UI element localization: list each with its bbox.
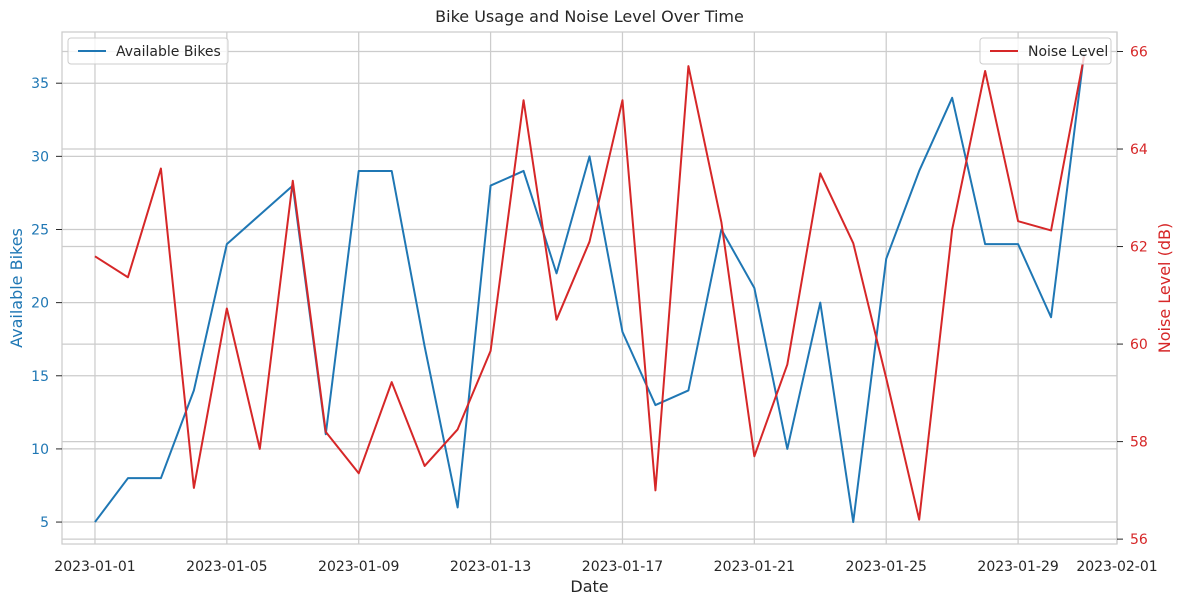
legend-label-available-bikes: Available Bikes [116, 44, 221, 60]
x-tick-label: 2023-01-21 [714, 559, 795, 575]
x-axis-title: Date [570, 577, 608, 596]
series-line-available-bikes [94, 53, 1086, 524]
x-tick-label: 2023-01-29 [977, 559, 1058, 575]
right-y-tick-label: 56 [1130, 532, 1148, 548]
chart-title: Bike Usage and Noise Level Over Time [435, 7, 744, 26]
right-y-tick-label: 64 [1130, 142, 1148, 158]
left-y-tick-label: 10 [31, 442, 49, 458]
left-y-tick-label: 35 [31, 76, 49, 92]
grid [62, 32, 1118, 544]
right-y-tick-label: 60 [1130, 337, 1148, 353]
x-tick-label: 2023-01-17 [582, 559, 663, 575]
x-tick-label: 2023-01-01 [54, 559, 135, 575]
right-y-tick-label: 62 [1130, 240, 1148, 256]
left-y-tick-label: 5 [40, 515, 49, 531]
legend-noise-level: Noise Level [979, 37, 1112, 65]
left-y-tick-label: 20 [31, 296, 49, 312]
left-y-axis-ticks: 5 10 15 20 25 30 35 [31, 76, 62, 531]
left-y-tick-label: 15 [31, 369, 49, 385]
left-y-tick-label: 25 [31, 222, 49, 238]
series-line-noise-level [94, 56, 1086, 521]
right-y-tick-label: 66 [1130, 45, 1148, 61]
legend-box [979, 37, 1112, 65]
left-y-axis-title: Available Bikes [7, 228, 26, 348]
legend-label-noise-level: Noise Level [1028, 44, 1108, 60]
right-y-axis-ticks: 56 58 60 62 64 66 [1117, 45, 1148, 548]
x-tick-label: 2023-02-01 [1076, 559, 1157, 575]
plot-frame [61, 31, 1118, 545]
x-tick-label: 2023-01-09 [318, 559, 399, 575]
right-y-axis-title: Noise Level (dB) [1155, 223, 1174, 353]
x-tick-label: 2023-01-05 [186, 559, 267, 575]
x-tick-label: 2023-01-25 [846, 559, 927, 575]
x-tick-label: 2023-01-13 [450, 559, 531, 575]
legend-available-bikes: Available Bikes [67, 37, 229, 65]
right-y-tick-label: 58 [1130, 435, 1148, 451]
left-y-tick-label: 30 [31, 149, 49, 165]
x-axis-ticks: 2023-01-01 2023-01-05 2023-01-09 2023-01-13… [54, 559, 1157, 575]
legend-box [67, 37, 229, 65]
series-layer [94, 53, 1086, 524]
